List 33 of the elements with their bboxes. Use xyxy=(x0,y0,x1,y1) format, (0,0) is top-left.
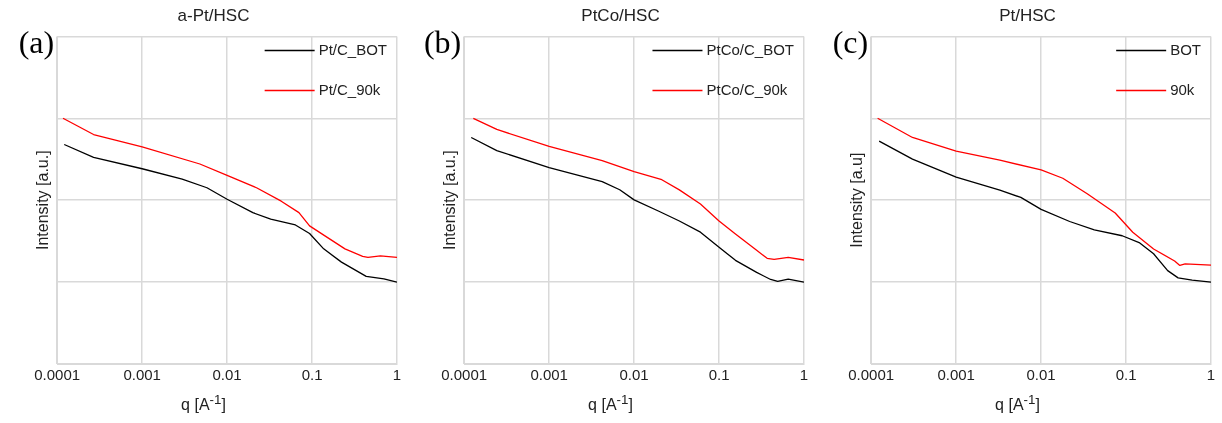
legend-label: Pt/C_90k xyxy=(318,80,381,98)
legend-label: PtCo/C_90k xyxy=(706,80,788,98)
x-tick-label: 1 xyxy=(799,366,809,384)
x-tick-label: 0.0001 xyxy=(848,366,895,384)
x-tick-label: 0.001 xyxy=(123,366,161,384)
x-tick-label: 0.1 xyxy=(1115,366,1137,384)
chart-title: PtCo/HSC xyxy=(581,5,660,25)
x-axis-title: q [A$^{-1}$] xyxy=(587,392,634,415)
x-tick-label: 0.01 xyxy=(619,366,649,384)
text: (c) xyxy=(832,23,869,60)
x-axis-title: q [A$^{-1}$] xyxy=(180,392,227,415)
x-tick-label: 0.0001 xyxy=(34,366,81,384)
legend-label: Pt/C_BOT xyxy=(318,40,388,58)
x-axis-title: q [A$^{-1}$] xyxy=(994,392,1041,415)
x-tick-label: 1 xyxy=(392,366,402,384)
x-tick-label: 1 xyxy=(1206,366,1216,384)
y-axis-title: Intensity [a.u] xyxy=(848,152,866,248)
x-tick-label: 0.01 xyxy=(212,366,242,384)
chart-title: a-Pt/HSC xyxy=(177,5,250,25)
y-axis-title: Intensity [a.u.] xyxy=(441,150,459,250)
x-tick-label: 0.001 xyxy=(530,366,568,384)
legend-label: BOT xyxy=(1170,40,1202,58)
x-tick-label: 0.1 xyxy=(301,366,323,384)
x-tick-label: 0.1 xyxy=(708,366,730,384)
x-tick-label: 0.0001 xyxy=(441,366,488,384)
x-tick-label: 0.001 xyxy=(937,366,975,384)
legend-label: 90k xyxy=(1170,80,1195,98)
text: (a) xyxy=(18,23,55,60)
x-tick-label: 0.01 xyxy=(1026,366,1056,384)
chart-title: Pt/HSC xyxy=(999,5,1056,25)
y-axis-title: Intensity [a.u.] xyxy=(34,150,52,250)
text: (b) xyxy=(423,23,462,60)
legend-label: PtCo/C_BOT xyxy=(706,40,795,58)
